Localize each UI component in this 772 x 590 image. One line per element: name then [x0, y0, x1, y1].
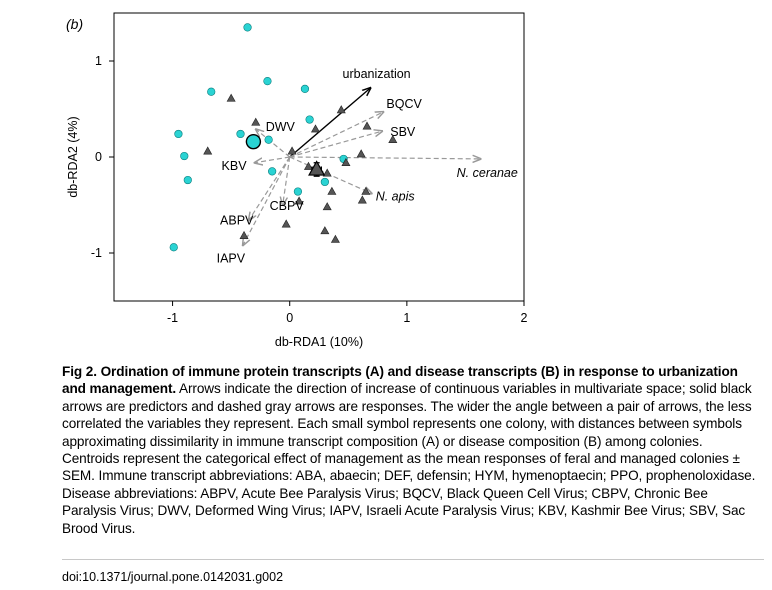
centroid-circle-marker — [245, 133, 262, 150]
arrow-label-sbv: SBV — [390, 125, 416, 139]
y-tick-label: 0 — [95, 150, 102, 164]
arrow-bqcv — [289, 112, 384, 158]
colony-point-circle — [293, 187, 303, 196]
colony-point-circle — [174, 129, 183, 139]
colony-point-triangle — [341, 157, 351, 166]
colony-point-circle — [207, 87, 216, 96]
arrow-label-iapv: IAPV — [217, 251, 246, 265]
x-tick-label: -1 — [167, 311, 178, 325]
divider — [62, 559, 764, 560]
colony-point-triangle — [322, 168, 332, 177]
arrow-iapv — [243, 156, 291, 245]
colony-point-triangle — [362, 121, 372, 130]
colony-point-triangle — [303, 161, 313, 170]
colony-point-circle — [236, 129, 245, 139]
colony-point-triangle — [294, 196, 304, 205]
arrow-urbanization — [289, 88, 371, 158]
colony-point-circle — [263, 77, 272, 86]
y-axis-label: db-RDA2 (4%) — [66, 116, 80, 197]
arrow-abpv — [249, 156, 291, 220]
figure-caption: Fig 2. Ordination of immune protein tran… — [62, 363, 762, 537]
colony-point-circle — [169, 243, 178, 252]
caption-body: Arrows indicate the direction of increas… — [62, 381, 756, 536]
ordination-chart: (b) -1 0 1 2 -1 0 1 urbanization BQCV SBV N. cera… — [66, 12, 528, 349]
doi-link[interactable]: doi:10.1371/journal.pone.0142031.g002 — [62, 570, 284, 584]
y-tick-label: 1 — [95, 54, 102, 68]
colony-point-circle — [183, 175, 192, 185]
colony-point-triangle — [327, 186, 337, 195]
colony-point-circle — [305, 115, 314, 124]
colony-point-triangle — [310, 124, 320, 133]
colony-point-triangle — [357, 195, 367, 204]
arrow-label-kbv: KBV — [222, 159, 248, 173]
arrow-kbv — [255, 156, 290, 163]
x-tick-label: 2 — [521, 311, 528, 325]
colony-point-triangle — [239, 230, 249, 239]
plot-frame — [113, 12, 525, 302]
colony-point-triangle — [320, 226, 330, 235]
arrow-label-urbanization: urbanization — [343, 67, 411, 81]
arrow-label-abpv: ABPV — [220, 213, 254, 227]
x-tick-label: 1 — [403, 311, 410, 325]
colony-point-circle — [180, 151, 189, 161]
arrow-dwv — [256, 129, 291, 158]
arrow-label-bqcv: BQCV — [386, 97, 422, 111]
x-tick-label: 0 — [286, 311, 293, 325]
caption-title: Fig 2. Ordination of immune protein tran… — [62, 364, 738, 397]
colony-point-triangle — [287, 146, 297, 155]
colony-point-circle — [243, 23, 252, 32]
colony-point-triangle — [361, 186, 371, 195]
arrow-label-n-ceranae: N. ceranae — [457, 166, 518, 180]
y-tick-label: -1 — [91, 246, 102, 260]
colony-point-triangle — [330, 234, 340, 243]
colony-point-circle — [300, 84, 310, 93]
arrow-n-ceranae — [289, 157, 481, 159]
colony-point-circle — [268, 167, 277, 176]
centroid-triangle — [308, 160, 326, 177]
colony-point-triangle — [251, 117, 261, 126]
colony-point-triangle — [356, 149, 366, 158]
colony-point-triangle — [322, 202, 332, 211]
colony-point-circle — [264, 135, 273, 144]
colony-point-triangle — [226, 93, 236, 102]
centroid-circle — [245, 133, 262, 150]
panel-label: (b) — [66, 16, 83, 32]
arrow-label-n-apis: N. apis — [376, 189, 415, 203]
x-axis-label: db-RDA1 (10%) — [275, 335, 363, 349]
colony-point-triangle — [203, 146, 213, 155]
arrow-label-dwv: DWV — [266, 120, 296, 134]
colony-point-triangle — [336, 105, 346, 114]
arrow-cbpv — [283, 156, 291, 205]
arrow-sbv — [289, 131, 383, 158]
colony-point-circle — [320, 177, 329, 187]
arrow-label-cbpv: CBPV — [270, 199, 305, 213]
centroid-triangle-marker — [308, 160, 326, 176]
colony-point-triangle — [388, 134, 398, 143]
colony-point-triangle — [281, 219, 291, 228]
